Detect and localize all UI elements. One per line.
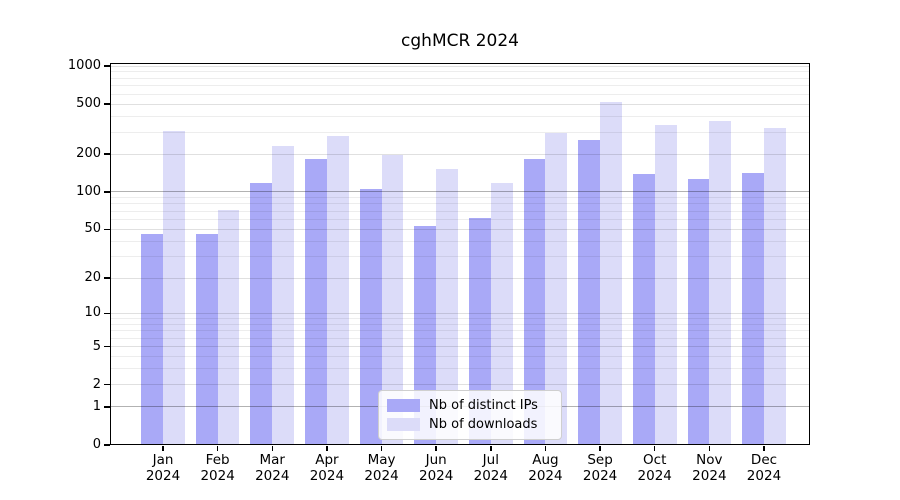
y-tick-mark-0 — [104, 444, 110, 446]
gridline-20 — [110, 278, 810, 279]
gridline-minor-40 — [110, 241, 810, 242]
y-tick-label-20: 20 — [0, 270, 101, 286]
legend-item-distinct-ips: Nb of distinct IPs — [387, 399, 551, 413]
gridline-minor-7 — [110, 330, 810, 331]
bar-downloads-nov — [709, 121, 731, 445]
gridline-minor-80 — [110, 203, 810, 204]
gridline-minor-6 — [110, 338, 810, 339]
x-tick-mark-sep — [599, 446, 601, 451]
x-tick-mark-mar — [272, 446, 274, 451]
gridline-minor-600 — [110, 94, 810, 95]
y-tick-label-1: 1 — [0, 399, 101, 415]
bar-downloads-apr — [327, 136, 349, 445]
legend-label-distinct-ips: Nb of distinct IPs — [429, 399, 538, 413]
gridline-minor-4 — [110, 356, 810, 357]
legend-swatch-distinct-ips — [387, 399, 420, 412]
gridline-200 — [110, 154, 810, 155]
gridline-minor-300 — [110, 132, 810, 133]
gridline-minor-90 — [110, 197, 810, 198]
bar-distinct-ips-apr — [305, 159, 327, 445]
bar-downloads-oct — [655, 125, 677, 445]
gridline-minor-400 — [110, 116, 810, 117]
gridline-5 — [110, 346, 810, 347]
gridline-minor-70 — [110, 211, 810, 212]
gridline-500 — [110, 104, 810, 105]
chart-title: cghMCR 2024 — [110, 31, 810, 51]
y-tick-label-200: 200 — [0, 146, 101, 162]
y-tick-label-500: 500 — [0, 96, 101, 112]
legend-item-downloads: Nb of downloads — [387, 418, 551, 432]
y-tick-label-100: 100 — [0, 184, 101, 200]
x-tick-mark-nov — [709, 446, 711, 451]
plot-area — [110, 63, 810, 445]
gridline-1000 — [110, 66, 810, 67]
x-tick-mark-jun — [435, 446, 437, 451]
x-label-year: 2024 — [729, 468, 799, 484]
gridline-minor-3 — [110, 368, 810, 369]
x-tick-mark-feb — [217, 446, 219, 451]
x-tick-mark-jan — [162, 446, 164, 451]
x-tick-mark-jul — [490, 446, 492, 451]
gridline-100 — [110, 191, 810, 192]
x-tick-mark-aug — [545, 446, 547, 451]
bar-distinct-ips-oct — [633, 174, 655, 445]
bar-downloads-jan — [163, 131, 185, 445]
x-tick-mark-may — [381, 446, 383, 451]
legend-label-downloads: Nb of downloads — [429, 418, 537, 432]
gridline-50 — [110, 229, 810, 230]
legend-swatch-downloads — [387, 418, 420, 431]
gridline-minor-700 — [110, 85, 810, 86]
bar-distinct-ips-jan — [141, 234, 163, 445]
figure: cghMCR 2024 Nb of distinct IPs Nb of dow… — [0, 0, 900, 500]
x-label-month: Dec — [729, 452, 799, 468]
bar-downloads-dec — [764, 128, 786, 445]
gridline-10 — [110, 313, 810, 314]
gridline-minor-30 — [110, 256, 810, 257]
x-tick-mark-dec — [763, 446, 765, 451]
gridline-minor-900 — [110, 71, 810, 72]
y-tick-label-0: 0 — [0, 437, 101, 453]
x-tick-mark-apr — [326, 446, 328, 451]
gridline-2 — [110, 384, 810, 385]
gridline-minor-9 — [110, 318, 810, 319]
y-tick-label-10: 10 — [0, 305, 101, 321]
gridline-minor-800 — [110, 78, 810, 79]
legend: Nb of distinct IPs Nb of downloads — [378, 390, 562, 440]
y-tick-label-50: 50 — [0, 221, 101, 237]
bar-distinct-ips-feb — [196, 234, 218, 445]
x-tick-label-dec: Dec2024 — [729, 452, 799, 484]
gridline-minor-60 — [110, 219, 810, 220]
x-tick-mark-oct — [654, 446, 656, 451]
y-tick-label-5: 5 — [0, 339, 101, 355]
bar-distinct-ips-sep — [578, 140, 600, 445]
y-tick-label-1000: 1000 — [0, 58, 101, 74]
bar-distinct-ips-dec — [742, 173, 764, 445]
y-tick-label-2: 2 — [0, 377, 101, 393]
bar-downloads-feb — [218, 210, 240, 445]
gridline-minor-8 — [110, 324, 810, 325]
